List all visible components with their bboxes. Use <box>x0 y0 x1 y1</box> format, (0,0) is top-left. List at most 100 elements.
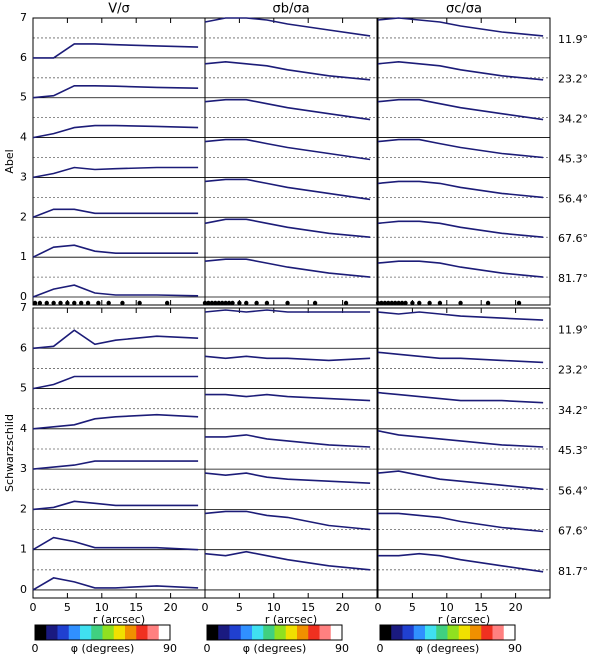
colorbar-segment <box>458 625 471 640</box>
colorbar-segment <box>285 625 298 640</box>
bin-dot <box>65 300 70 306</box>
curve <box>377 430 544 448</box>
bin-dot <box>96 300 101 306</box>
y-tick-label: 6 <box>20 51 27 64</box>
row-label: 34.2° <box>558 113 588 126</box>
bin-dot <box>72 300 77 306</box>
bin-dot <box>516 300 522 306</box>
bin-dot <box>285 300 290 306</box>
colorbar-segment <box>147 625 160 640</box>
x-tick-label: 20 <box>164 601 178 614</box>
colorbar-segment <box>136 625 148 640</box>
row-label: 56.4° <box>558 484 588 497</box>
curve <box>205 393 371 402</box>
curve <box>32 208 199 219</box>
x-tick-label: 20 <box>509 601 523 614</box>
colorbar-frame <box>34 624 171 641</box>
curve <box>32 577 199 591</box>
curve <box>33 43 199 59</box>
row-label: 67.6° <box>558 232 588 245</box>
bin-dot <box>244 300 249 306</box>
colorbar-segment <box>102 625 115 640</box>
colorbar-tick-label: 0 <box>377 642 384 655</box>
colorbar-segment <box>319 625 332 640</box>
row-label: 81.7° <box>558 565 588 578</box>
colorbar-segment <box>402 625 415 640</box>
curve <box>204 60 371 81</box>
x-tick-label: 15 <box>474 601 488 614</box>
bin-dot <box>230 300 235 306</box>
bin-dot <box>216 300 221 306</box>
curve <box>377 138 544 159</box>
bin-dot <box>399 300 405 306</box>
bin-dot <box>164 300 170 306</box>
bin-dot <box>396 300 401 306</box>
colorbar-segment <box>413 625 426 640</box>
colorbar-segment <box>330 625 343 640</box>
x-tick-label: 5 <box>236 601 243 614</box>
colorbar-segment <box>125 625 137 640</box>
colorbar-segment <box>240 625 253 640</box>
panel-frame <box>377 307 551 599</box>
bin-dot <box>386 300 391 306</box>
panel-frame <box>377 17 551 306</box>
x-tick-label: 0 <box>30 601 37 614</box>
bin-dot <box>226 300 232 306</box>
x-tick-label: 10 <box>440 601 454 614</box>
curve <box>377 470 544 491</box>
curve <box>204 472 371 484</box>
bin-dot <box>312 300 318 306</box>
bin-dot <box>437 300 443 306</box>
y-tick-label: 0 <box>20 583 27 596</box>
curve <box>377 98 544 121</box>
row-label: 11.9° <box>558 33 588 46</box>
x-tick-label: 15 <box>129 601 143 614</box>
x-tick-label: 10 <box>95 601 109 614</box>
colorbar-segment <box>229 625 242 640</box>
colorbar-segment <box>425 625 437 640</box>
bin-dot <box>209 300 215 306</box>
colorbar-segment <box>91 625 103 640</box>
colorbar-segment <box>263 625 275 640</box>
y-tick-label: 1 <box>20 250 27 263</box>
curve <box>204 178 371 201</box>
curve <box>377 351 544 364</box>
bin-dot <box>410 300 415 306</box>
curve <box>204 258 371 278</box>
colorbar-segment <box>35 625 47 640</box>
y-tick-label: 6 <box>20 341 27 354</box>
bin-dot <box>206 300 211 306</box>
colorbar-segment <box>297 625 309 640</box>
bin-dot <box>51 300 56 306</box>
x-tick-label: 20 <box>336 601 350 614</box>
y-tick-label: 2 <box>20 502 27 515</box>
colorbar-tick-label: 90 <box>163 642 177 655</box>
y-tick-label: 5 <box>20 91 27 104</box>
panel-frame <box>204 17 378 306</box>
colorbar-tick-label: 0 <box>204 642 211 655</box>
bin-dot <box>106 300 111 306</box>
y-tick-label: 2 <box>20 210 27 223</box>
colorbar-segment <box>46 625 58 640</box>
x-tick-label: 15 <box>301 601 315 614</box>
bin-dot <box>44 300 49 306</box>
colorbar-segment <box>391 625 403 640</box>
colorbar-segment <box>218 625 230 640</box>
colorbar-segment <box>252 625 264 640</box>
curve <box>204 550 371 571</box>
curve <box>32 124 199 139</box>
colorbar-segment <box>113 625 126 640</box>
curve <box>204 138 371 161</box>
bin-dot <box>120 300 125 306</box>
curve <box>32 500 199 511</box>
bin-dot <box>264 300 270 306</box>
x-tick-label: 5 <box>409 601 416 614</box>
y-tick-label: 1 <box>20 543 27 556</box>
x-axis-label: r (arcsec) <box>93 613 145 626</box>
bin-dot <box>32 300 38 306</box>
y-tick-label: 5 <box>20 382 27 395</box>
colorbar-segment <box>380 625 392 640</box>
row-label: 45.3° <box>558 444 588 457</box>
bin-dot <box>485 300 491 306</box>
curve <box>378 552 544 573</box>
